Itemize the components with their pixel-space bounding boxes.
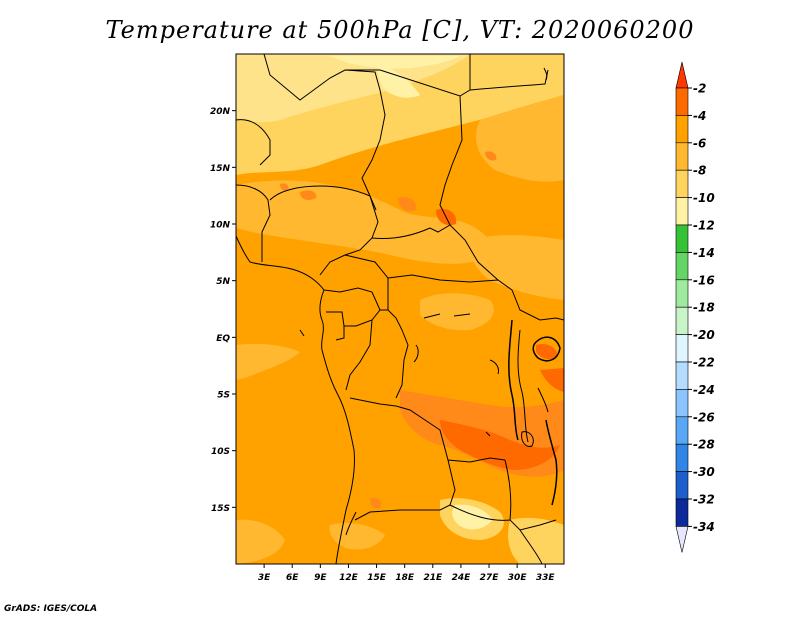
colorbar-label: -2 <box>693 82 706 96</box>
colorbar-label: -34 <box>693 520 715 534</box>
colorbar-swatch <box>675 389 689 418</box>
lon-tick-label: 15E <box>367 573 387 583</box>
axis-ticks: 20N 15N 10N 5N EQ 5S 10S 15S 3E 6E 9E 12E 15E 18E 21E 2… <box>210 107 556 583</box>
color-legend: -2 -4 -6 -8 -10 -12 -14 -16 -18 -20 -22 -24 -26 -28 -3… <box>675 61 715 553</box>
lon-tick-label: 3E <box>258 573 271 583</box>
country-borders <box>236 54 564 564</box>
colorbar-swatch <box>675 361 689 390</box>
colorbar-label: -18 <box>693 301 715 315</box>
software-credit: GrADS: IGES/COLA <box>4 604 98 614</box>
colorbar-swatch <box>675 115 689 144</box>
colorbar-label: -16 <box>693 273 715 287</box>
colorbar-label: -6 <box>693 136 706 150</box>
colorbar-label: -28 <box>693 438 715 452</box>
lat-tick-label: 15S <box>211 504 230 514</box>
lon-tick-label: 30E <box>508 573 528 583</box>
colorbar-swatch <box>675 169 689 198</box>
colorbar-swatch <box>675 416 689 445</box>
map-frame <box>235 53 565 565</box>
colorbar-label: -8 <box>693 164 706 178</box>
lon-tick-label: 27E <box>480 573 500 583</box>
lon-tick-label: 6E <box>286 573 299 583</box>
colorbar-swatch <box>675 279 689 308</box>
lat-tick-label: EQ <box>216 334 230 344</box>
colorbar-label: -26 <box>693 410 715 424</box>
colorbar-swatch <box>675 142 689 171</box>
colorbar-swatch <box>675 443 689 472</box>
colorbar-swatch <box>675 306 689 335</box>
colorbar-label: -10 <box>693 191 715 205</box>
colorbar-label: -12 <box>693 219 715 233</box>
colorbar-label: -24 <box>693 383 715 397</box>
lat-tick-label: 5N <box>216 277 230 287</box>
colorbar-label: -22 <box>693 356 715 370</box>
colorbar-label: -20 <box>693 328 715 342</box>
lat-tick-label: 15N <box>210 164 231 174</box>
lon-tick-label: 21E <box>423 573 443 583</box>
lon-tick-label: 18E <box>395 573 415 583</box>
colorbar-top-arrow <box>675 61 689 89</box>
colorbar-swatch <box>675 334 689 363</box>
lon-tick-label: 24E <box>452 573 472 583</box>
lat-tick-label: 5S <box>217 391 230 401</box>
colorbar-swatch <box>675 87 689 116</box>
colorbar-label: -30 <box>693 465 715 479</box>
colorbar-label: -14 <box>693 246 715 260</box>
lon-tick-label: 12E <box>339 573 359 583</box>
colorbar-swatch <box>675 224 689 253</box>
colorbar-label: -4 <box>693 109 706 123</box>
colorbar-swatch <box>675 197 689 226</box>
lon-tick-label: 33E <box>536 573 556 583</box>
colorbar-swatch <box>675 498 689 527</box>
colorbar-swatch <box>675 252 689 281</box>
colorbar-label: -32 <box>693 493 715 507</box>
colorbar-bottom-arrow <box>675 526 689 553</box>
temperature-field <box>236 54 564 564</box>
colorbar-swatch <box>675 471 689 500</box>
lat-tick-label: 20N <box>210 107 231 117</box>
map-title: Temperature at 500hPa [C], VT: 202006020… <box>105 16 695 44</box>
lon-tick-label: 9E <box>314 573 327 583</box>
lat-tick-label: 10N <box>210 221 231 231</box>
lat-tick-label: 10S <box>211 447 230 457</box>
